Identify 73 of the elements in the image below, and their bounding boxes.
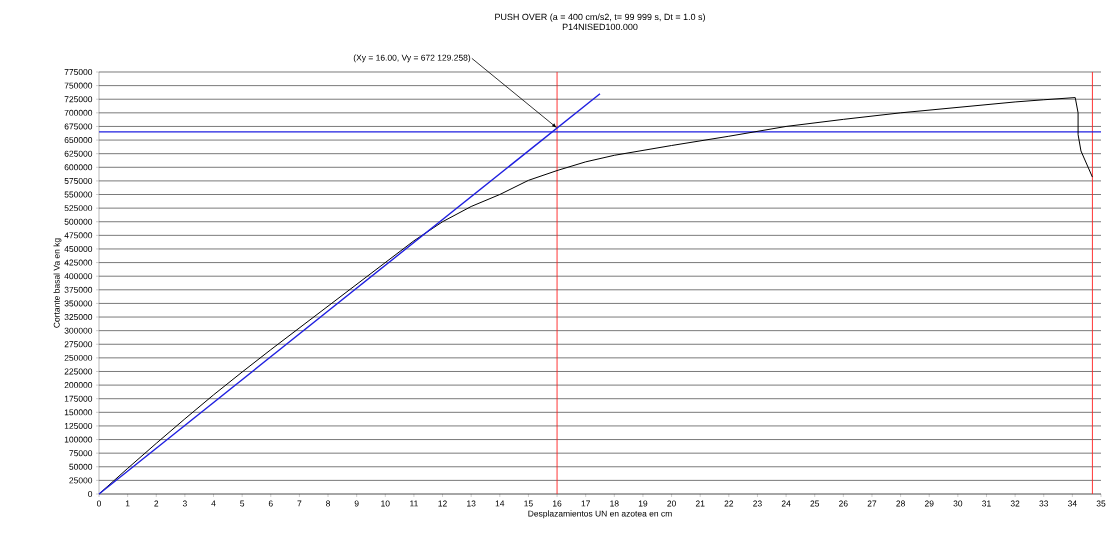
chart-subtitle: P14NISED100.000: [562, 23, 638, 31]
x-tick-label: 11: [410, 500, 418, 507]
y-tick-label: 750000: [64, 82, 93, 89]
y-tick-label: 150000: [64, 409, 93, 416]
x-tick-label: 22: [724, 500, 734, 507]
y-tick-label: 450000: [64, 245, 93, 252]
y-tick-label: 725000: [64, 96, 93, 103]
x-axis-title: Desplazamientos UN en azotea en cm: [528, 510, 672, 519]
x-tick-label: 14: [495, 500, 505, 507]
y-tick-label: 25000: [69, 477, 93, 484]
x-tick-label: 15: [524, 500, 533, 507]
x-tick-label: 33: [1039, 500, 1049, 507]
y-tick-label: 50000: [69, 463, 93, 470]
y-axis-title: Cortante basal Va en kg: [53, 238, 62, 328]
y-tick-label: 75000: [69, 450, 93, 457]
annotation: (Xy = 16.00, Vy = 672 129.258): [353, 54, 471, 63]
y-tick-label: 325000: [64, 314, 93, 321]
y-tick-label: 100000: [64, 436, 93, 443]
y-tick-label: 300000: [64, 327, 93, 334]
x-tick-label: 2: [154, 500, 159, 507]
y-tick-label: 125000: [64, 422, 93, 429]
x-tick-label: 5: [240, 500, 245, 507]
y-tick-label: 525000: [64, 205, 93, 212]
x-tick-label: 17: [581, 500, 590, 507]
x-tick-label: 9: [354, 500, 359, 507]
x-tick-label: 21: [695, 500, 705, 507]
y-tick-label: 250000: [64, 354, 93, 361]
x-tick-label: 4: [211, 500, 216, 507]
x-tick-label: 19: [638, 500, 648, 507]
y-tick-label: 225000: [64, 368, 93, 375]
y-tick-label: 375000: [64, 286, 93, 293]
x-tick-label: 3: [182, 500, 187, 507]
chart-title: PUSH OVER (a = 400 cm/s2, t= 99 999 s, Dt = 1.0 s): [495, 13, 705, 22]
y-tick-label: 625000: [64, 150, 93, 157]
x-tick-label: 35: [1096, 500, 1106, 507]
y-tick-label: 650000: [64, 137, 93, 144]
y-tick-label: 700000: [64, 109, 93, 116]
y-tick-label: 175000: [64, 395, 93, 402]
y-tick-label: 575000: [64, 177, 93, 184]
x-tick-label: 0: [96, 500, 102, 507]
x-tick-label: 31: [982, 500, 991, 507]
x-tick-label: 29: [924, 500, 934, 507]
x-tick-label: 10: [381, 500, 390, 507]
x-tick-label: 16: [552, 500, 562, 507]
y-tick-label: 550000: [64, 191, 93, 198]
y-tick-label: 200000: [64, 382, 93, 389]
x-tick-label: 27: [867, 500, 877, 507]
x-tick-label: 6: [268, 500, 273, 507]
y-tick-label: 775000: [64, 69, 93, 75]
x-tick-label: 7: [297, 500, 302, 507]
x-tick-label: 23: [753, 500, 762, 507]
x-tick-label: 8: [326, 500, 331, 507]
y-tick-label: 0: [88, 491, 93, 497]
x-tick-label: 18: [610, 500, 619, 507]
x-tick-label: 34: [1067, 500, 1077, 507]
x-tick-label: 28: [896, 500, 905, 507]
y-tick-label: 275000: [64, 341, 93, 348]
y-tick-label: 400000: [64, 273, 93, 280]
x-tick-label: 26: [839, 500, 848, 507]
x-tick-label: 32: [1010, 500, 1020, 507]
x-tick-label: 24: [781, 500, 791, 507]
y-tick-label: 475000: [64, 232, 93, 239]
x-tick-label: 1: [125, 500, 130, 507]
y-tick-label: 350000: [64, 300, 93, 307]
y-tick-label: 600000: [64, 164, 93, 171]
x-tick-label: 12: [438, 500, 447, 507]
y-tick-label: 500000: [64, 218, 93, 225]
x-tick-label: 25: [810, 500, 820, 507]
x-tick-label: 13: [467, 500, 476, 507]
y-tick-label: 675000: [64, 123, 93, 130]
x-tick-label: 20: [667, 500, 676, 507]
x-tick-label: 30: [953, 500, 963, 507]
y-tick-label: 425000: [64, 259, 93, 266]
